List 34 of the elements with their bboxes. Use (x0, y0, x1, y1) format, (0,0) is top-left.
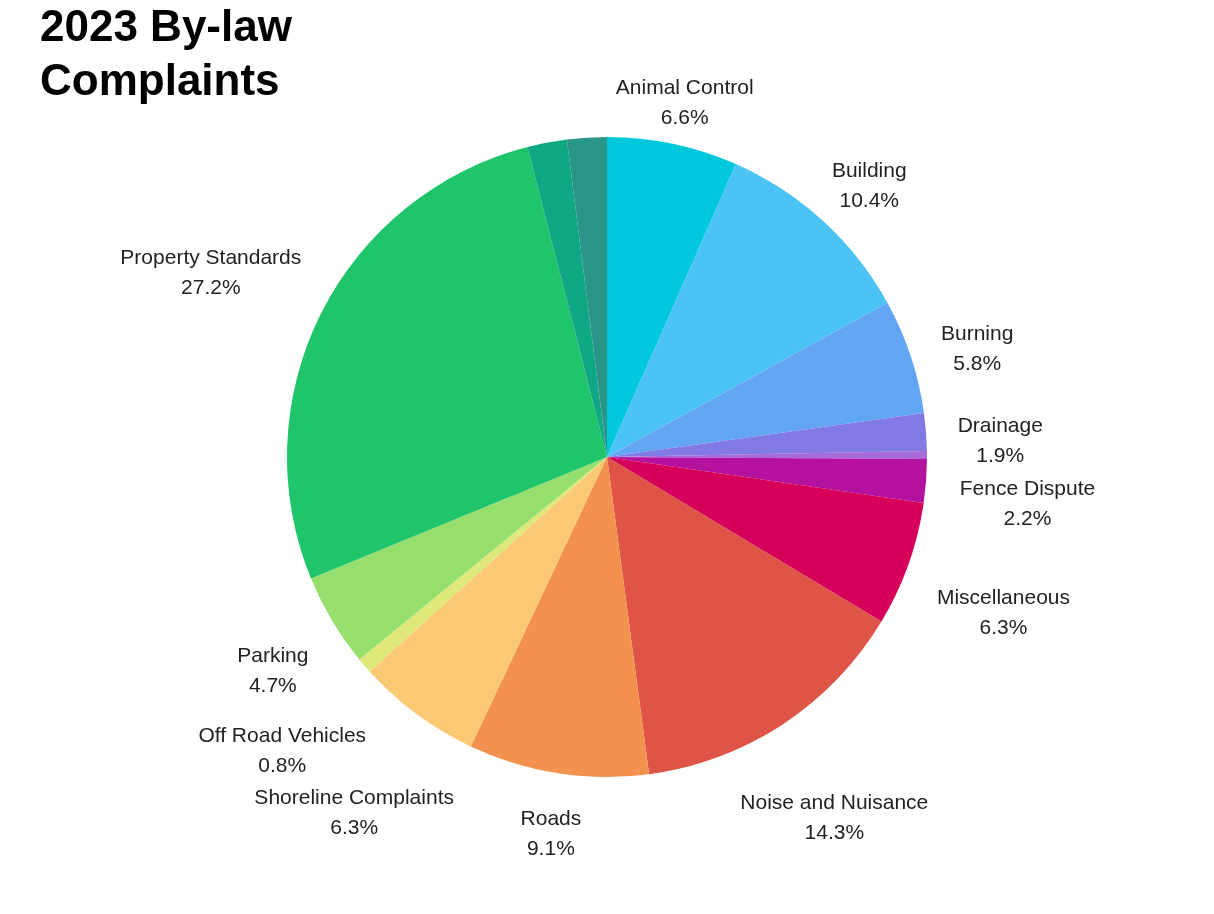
pie-slice (369, 457, 607, 747)
data-label: 10.4% (839, 187, 900, 211)
slice-label: Off Road Vehicles (198, 723, 367, 747)
slice-label: Fence Dispute (959, 475, 1096, 499)
slice-label: Noise and Nuisance (740, 790, 929, 814)
slice-label: Parking (237, 643, 309, 667)
data-label: 1.9% (976, 443, 1025, 467)
data-label: 6.3% (979, 615, 1028, 639)
slice-label: Animal Control (615, 74, 754, 98)
pie-slice (310, 457, 607, 660)
data-label: 4.7% (248, 673, 297, 697)
slice-label: Roads (520, 805, 582, 829)
pie-slice (607, 457, 882, 775)
slice-label: Drainage (957, 413, 1043, 437)
pie-slice (607, 457, 924, 622)
slice-label: Burning (941, 321, 1014, 345)
slice-label: Property Standards (120, 245, 302, 269)
data-label: 9.1% (526, 835, 575, 859)
data-label: 0.8% (258, 753, 307, 777)
data-label: 2.2% (1003, 505, 1052, 529)
pie-slice (470, 457, 650, 777)
pie-slice (527, 139, 607, 457)
data-label: 14.3% (804, 820, 865, 844)
slice-label: Miscellaneous (936, 585, 1070, 609)
data-label: 5.8% (953, 351, 1002, 375)
data-label: 27.2% (181, 275, 241, 299)
data-label: 6.6% (660, 104, 709, 128)
pie-slice (607, 302, 924, 457)
slice-label: Building (831, 157, 907, 181)
pie-slice (607, 137, 736, 457)
data-label: 6.3% (330, 815, 379, 839)
chart-title: 2023 By-law Complaints (40, 1, 293, 104)
pie-slice (607, 457, 927, 504)
slice-label: Shoreline Complaints (254, 785, 454, 809)
